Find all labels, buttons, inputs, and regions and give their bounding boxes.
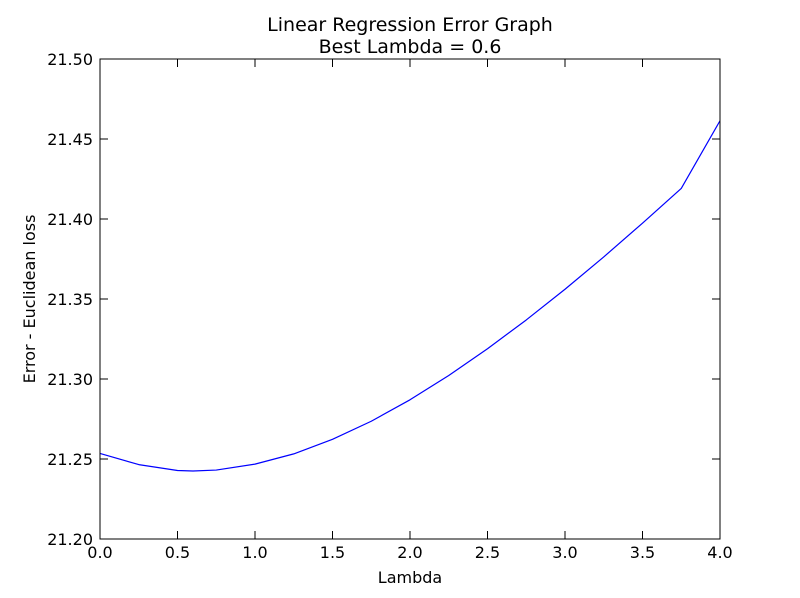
x-tick-label: 2.0 — [397, 543, 422, 562]
y-tick-label: 21.25 — [47, 450, 93, 469]
chart-title: Linear Regression Error Graph — [267, 14, 553, 36]
y-axis-label: Error - Euclidean loss — [20, 215, 39, 384]
y-tick-label: 21.40 — [47, 210, 93, 229]
series-line-0 — [99, 120, 721, 472]
x-tick-label: 1.5 — [320, 543, 345, 562]
x-tick-label: 4.0 — [707, 543, 732, 562]
chart-subtitle: Best Lambda = 0.6 — [319, 36, 502, 58]
y-tick-label: 21.50 — [47, 50, 93, 69]
x-tick-label: 3.5 — [630, 543, 655, 562]
x-tick-label: 0.5 — [165, 543, 190, 562]
y-tick-label: 21.20 — [47, 530, 93, 549]
y-tick-label: 21.30 — [47, 370, 93, 389]
y-tick-label: 21.35 — [47, 290, 93, 309]
x-tick-label: 2.5 — [475, 543, 500, 562]
x-tick-label: 1.0 — [242, 543, 267, 562]
x-axis-label: Lambda — [378, 568, 442, 587]
x-tick-label: 0.0 — [87, 543, 112, 562]
y-tick-label: 21.45 — [47, 130, 93, 149]
plot-frame — [99, 58, 721, 540]
x-tick-label: 3.0 — [552, 543, 577, 562]
